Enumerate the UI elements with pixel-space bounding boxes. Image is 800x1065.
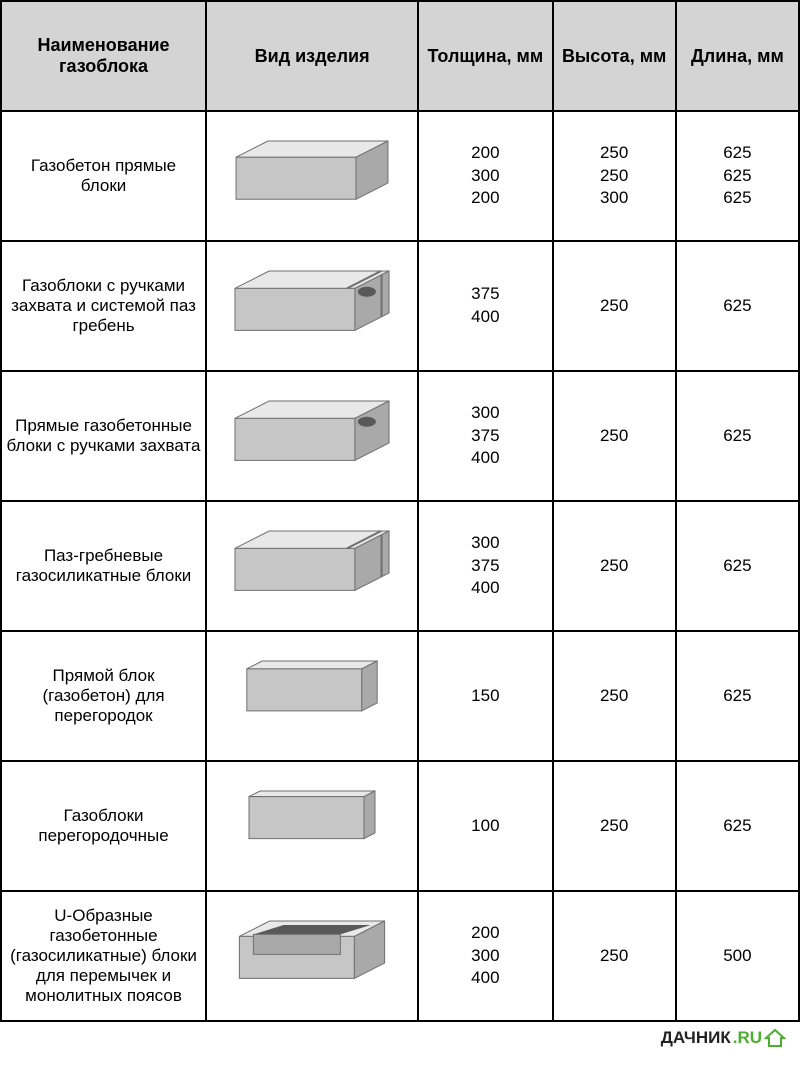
cell-thickness: 300 375 400 bbox=[418, 371, 552, 501]
cell-height: 250 bbox=[553, 371, 676, 501]
cell-height: 250 bbox=[553, 631, 676, 761]
cell-name: Прямые газобетонные блоки с ручками захв… bbox=[1, 371, 206, 501]
cell-name: Газобетон прямые блоки bbox=[1, 111, 206, 241]
block-illustration-icon bbox=[211, 641, 413, 751]
cell-name: Газоблоки перегородочные bbox=[1, 761, 206, 891]
table-row: Паз-гребневые газосиликатные блоки 300 37… bbox=[1, 501, 799, 631]
header-thick: Толщина, мм bbox=[418, 1, 552, 111]
cell-length: 625 bbox=[676, 761, 799, 891]
cell-height: 250 250 300 bbox=[553, 111, 676, 241]
cell-length: 625 bbox=[676, 631, 799, 761]
cell-name: Паз-гребневые газосиликатные блоки bbox=[1, 501, 206, 631]
table-row: Газоблоки перегородочные 100250625 bbox=[1, 761, 799, 891]
table-row: Прямой блок (газобетон) для перегородок 1… bbox=[1, 631, 799, 761]
block-illustration-icon bbox=[211, 901, 413, 1011]
cell-length: 625 bbox=[676, 371, 799, 501]
cell-image bbox=[206, 501, 418, 631]
watermark: ДАЧНИК.RU bbox=[661, 1028, 786, 1048]
house-icon bbox=[764, 1028, 786, 1048]
cell-name: Прямой блок (газобетон) для перегородок bbox=[1, 631, 206, 761]
cell-image bbox=[206, 631, 418, 761]
cell-height: 250 bbox=[553, 891, 676, 1021]
header-length: Длина, мм bbox=[676, 1, 799, 111]
block-illustration-icon bbox=[211, 381, 413, 491]
cell-image bbox=[206, 241, 418, 371]
cell-thickness: 100 bbox=[418, 761, 552, 891]
cell-name: U-Образные газобетонные (газосиликатные)… bbox=[1, 891, 206, 1021]
block-illustration-icon bbox=[211, 251, 413, 361]
header-name: Наименование газоблока bbox=[1, 1, 206, 111]
table-body: Газобетон прямые блоки200 300 200250 250… bbox=[1, 111, 799, 1021]
cell-length: 625 bbox=[676, 241, 799, 371]
header-image: Вид изделия bbox=[206, 1, 418, 111]
cell-thickness: 200 300 200 bbox=[418, 111, 552, 241]
cell-image bbox=[206, 891, 418, 1021]
cell-thickness: 300 375 400 bbox=[418, 501, 552, 631]
cell-length: 625 bbox=[676, 501, 799, 631]
table-row: Газобетон прямые блоки 200 300 200250 250… bbox=[1, 111, 799, 241]
cell-length: 625 625 625 bbox=[676, 111, 799, 241]
cell-length: 500 bbox=[676, 891, 799, 1021]
block-illustration-icon bbox=[211, 771, 413, 881]
cell-thickness: 200 300 400 bbox=[418, 891, 552, 1021]
block-illustration-icon bbox=[211, 511, 413, 621]
cell-name: Газоблоки с ручками захвата и системой п… bbox=[1, 241, 206, 371]
watermark-text-dark: ДАЧНИК bbox=[661, 1028, 731, 1048]
cell-image bbox=[206, 371, 418, 501]
header-height: Высота, мм bbox=[553, 1, 676, 111]
block-illustration-icon bbox=[211, 121, 413, 231]
cell-height: 250 bbox=[553, 501, 676, 631]
table-row: U-Образные газобетонные (газосиликатные)… bbox=[1, 891, 799, 1021]
cell-thickness: 375 400 bbox=[418, 241, 552, 371]
watermark-text-green: .RU bbox=[733, 1028, 762, 1048]
cell-height: 250 bbox=[553, 241, 676, 371]
cell-image bbox=[206, 111, 418, 241]
cell-height: 250 bbox=[553, 761, 676, 891]
gas-block-table: Наименование газоблока Вид изделия Толщи… bbox=[0, 0, 800, 1022]
header-row: Наименование газоблока Вид изделия Толщи… bbox=[1, 1, 799, 111]
cell-image bbox=[206, 761, 418, 891]
table-row: Газоблоки с ручками захвата и системой п… bbox=[1, 241, 799, 371]
cell-thickness: 150 bbox=[418, 631, 552, 761]
table-row: Прямые газобетонные блоки с ручками захв… bbox=[1, 371, 799, 501]
